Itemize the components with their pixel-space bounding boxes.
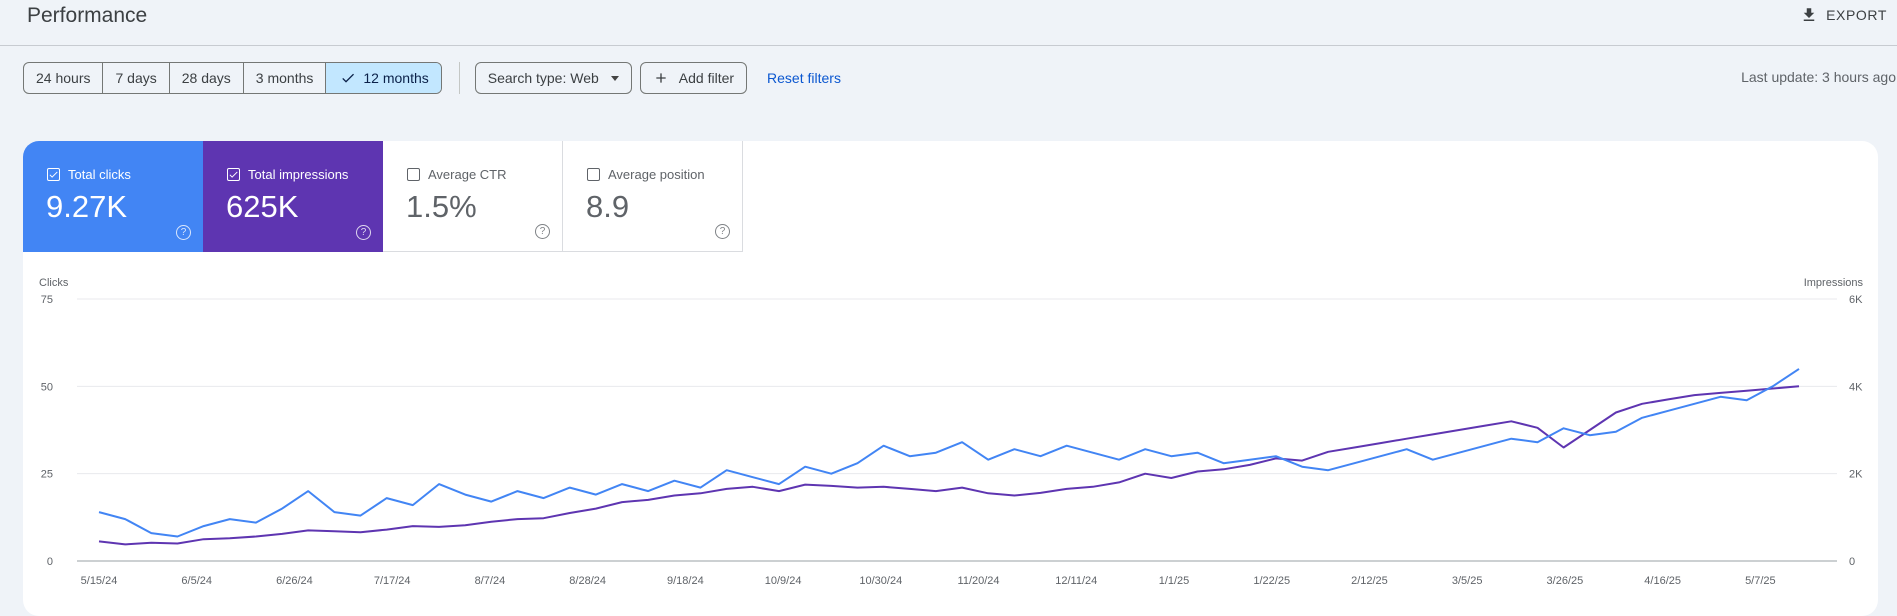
x-tick-label: 1/1/25 xyxy=(1159,575,1190,587)
x-tick-label: 2/12/25 xyxy=(1351,575,1388,587)
metric-value: 1.5% xyxy=(406,189,477,224)
x-tick-label: 3/5/25 xyxy=(1452,575,1483,587)
right-tick-label: 4K xyxy=(1849,381,1863,393)
plus-icon xyxy=(656,73,666,83)
right-tick-label: 0 xyxy=(1849,556,1855,568)
right-axis-label: Impressions xyxy=(1804,277,1864,289)
metric-total-impressions[interactable]: Total impressions 625K ? xyxy=(203,141,383,252)
x-tick-label: 5/7/25 xyxy=(1745,575,1776,587)
checkbox-checked-icon[interactable] xyxy=(47,168,60,181)
checkbox-unchecked-icon[interactable] xyxy=(407,168,420,181)
help-icon[interactable]: ? xyxy=(356,225,371,240)
x-tick-label: 9/18/24 xyxy=(667,575,704,587)
help-icon[interactable]: ? xyxy=(176,225,191,240)
x-tick-label: 12/11/24 xyxy=(1055,575,1097,587)
x-tick-label: 6/5/24 xyxy=(181,575,212,587)
download-icon xyxy=(1803,8,1815,21)
export-label: EXPORT xyxy=(1826,7,1887,23)
x-tick-label: 5/15/24 xyxy=(81,575,118,587)
reset-filters-link[interactable]: Reset filters xyxy=(767,70,841,86)
add-filter-button[interactable]: Add filter xyxy=(639,62,748,94)
x-tick-label: 8/28/24 xyxy=(569,575,606,587)
search-type-dropdown[interactable]: Search type: Web xyxy=(474,62,632,94)
help-icon[interactable]: ? xyxy=(715,224,730,239)
dropdown-caret-icon xyxy=(610,75,619,81)
range-12-months-label: 12 months xyxy=(363,70,429,86)
performance-chart: 0 25 50 75 0 2K 4K 6K Clicks Impressions 5/15/24 6/… xyxy=(39,277,1864,587)
add-filter-label: Add filter xyxy=(678,70,735,86)
help-icon[interactable]: ? xyxy=(535,224,550,239)
range-12-months[interactable]: 12 months xyxy=(326,63,441,93)
x-tick-label: 1/22/25 xyxy=(1253,575,1290,587)
x-tick-label: 8/7/24 xyxy=(475,575,506,587)
metric-value: 8.9 xyxy=(586,189,630,224)
checkbox-unchecked-icon[interactable] xyxy=(587,168,600,181)
left-tick-label: 75 xyxy=(41,294,53,306)
x-tick-label: 11/20/24 xyxy=(958,575,1000,587)
range-24-hours[interactable]: 24 hours xyxy=(24,63,104,93)
left-axis-label: Clicks xyxy=(39,277,69,289)
metric-value: 625K xyxy=(226,189,299,224)
last-update-text: Last update: 3 hours ago xyxy=(1741,69,1896,85)
metric-average-position[interactable]: Average position 8.9 ? xyxy=(563,141,743,252)
page-title: Performance xyxy=(27,4,148,27)
check-icon xyxy=(342,73,355,83)
x-tick-label: 7/17/24 xyxy=(374,575,411,587)
search-type-label: Search type: Web xyxy=(487,70,599,86)
metric-average-ctr[interactable]: Average CTR 1.5% ? xyxy=(383,141,563,252)
checkbox-checked-icon[interactable] xyxy=(227,168,240,181)
toolbar-divider xyxy=(458,62,460,94)
x-tick-label: 3/26/25 xyxy=(1547,575,1584,587)
metric-label: Total impressions xyxy=(248,167,349,182)
x-tick-label: 4/16/25 xyxy=(1644,575,1681,587)
clicks-series-line xyxy=(98,368,1800,538)
right-tick-label: 6K xyxy=(1849,294,1863,306)
metric-label: Total clicks xyxy=(68,167,131,182)
range-28-days[interactable]: 28 days xyxy=(170,63,244,93)
metric-tabs: Total clicks 9.27K ? Total impressions 6… xyxy=(23,141,743,252)
metric-label: Average position xyxy=(608,167,705,182)
export-button[interactable]: EXPORT xyxy=(1800,2,1887,28)
x-tick-label: 6/26/24 xyxy=(276,575,313,587)
metric-total-clicks[interactable]: Total clicks 9.27K ? xyxy=(23,141,203,252)
left-tick-label: 50 xyxy=(41,381,53,393)
performance-card: 0 25 50 75 0 2K 4K 6K Clicks Impressions 5/15/24 6/… xyxy=(23,141,1878,616)
metric-value: 9.27K xyxy=(46,189,128,224)
x-tick-label: 10/9/24 xyxy=(765,575,802,587)
impressions-series-line xyxy=(98,385,1800,546)
x-tick-label: 10/30/24 xyxy=(859,575,902,587)
range-3-months[interactable]: 3 months xyxy=(244,63,327,93)
date-range-selector: 24 hours 7 days 28 days 3 months 12 mont… xyxy=(23,62,442,94)
range-7-days[interactable]: 7 days xyxy=(103,63,170,93)
left-tick-label: 25 xyxy=(41,469,53,481)
top-bar: Performance EXPORT xyxy=(0,0,1897,46)
filter-toolbar: 24 hours 7 days 28 days 3 months 12 mont… xyxy=(23,62,841,94)
right-tick-label: 2K xyxy=(1849,469,1863,481)
left-tick-label: 0 xyxy=(47,556,53,568)
metric-label: Average CTR xyxy=(428,167,507,182)
